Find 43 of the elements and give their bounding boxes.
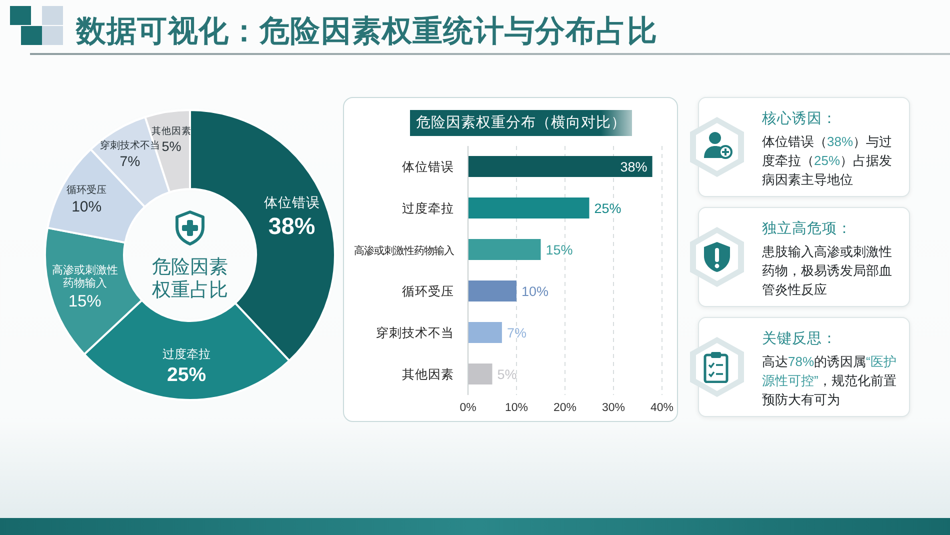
text: 危险因素权重占比 [152,257,228,301]
data-label: 10% [72,198,102,216]
y-tick-label: 过度牵拉 [402,200,454,216]
x-tick-label: 40% [650,402,674,414]
data-label: 25% [594,201,621,216]
slice-label: 高渗或刺激性药物输入 [52,263,118,290]
slice-label: 体位错误 [264,195,320,210]
slice-label: 其他因素 [152,124,192,137]
slice-label: 穿刺技术不当 [100,140,160,152]
text: 核心诱因： [762,111,837,127]
x-tick-label: 0% [459,402,476,414]
data-label: 38% [268,212,316,239]
y-tick-label: 体位错误 [402,160,454,174]
text: 独立高危项： [762,221,852,237]
data-label: 25% [167,364,206,386]
data-label: 5% [496,367,516,382]
x-tick-label: 10% [504,402,528,414]
y-tick-label: 循环受压 [402,284,454,298]
chart-title: 数据可视化：危险因素权重统计与分布占比 [76,15,658,48]
data-label: 10% [521,284,548,299]
bar [468,198,589,218]
y-tick-label: 穿刺技术不当 [376,326,454,340]
text: 高达78%的诱因属“医护源性可控”，规范化前置预防大有可为 [762,354,896,407]
chart-title: 危险因素权重分布（横向对比） [416,115,626,131]
bar [468,280,516,302]
slice-label: 循环受压 [66,184,107,196]
text: 关键反思： [762,331,837,347]
slice-label: 过度牵拉 [162,346,211,361]
data-label: 7% [506,326,526,340]
bar [468,322,502,343]
x-tick-label: 20% [552,402,576,414]
data-label: 15% [545,242,572,258]
data-label: 15% [68,292,102,311]
data-label: 5% [162,138,182,154]
text: 患肢输入高渗或刺激性药物，极易诱发局部血管炎性反应 [762,244,892,297]
text: 体位错误（38%）与过度牵拉（25%）占据发病因素主导地位 [762,134,892,187]
data-label: 38% [620,160,647,174]
x-tick-label: 30% [601,402,625,414]
y-tick-label: 其他因素 [402,367,454,382]
bar [468,239,540,260]
y-tick-label: 高渗或刺激性药物输入 [354,244,454,257]
bar [468,156,652,177]
data-label: 7% [120,153,141,170]
